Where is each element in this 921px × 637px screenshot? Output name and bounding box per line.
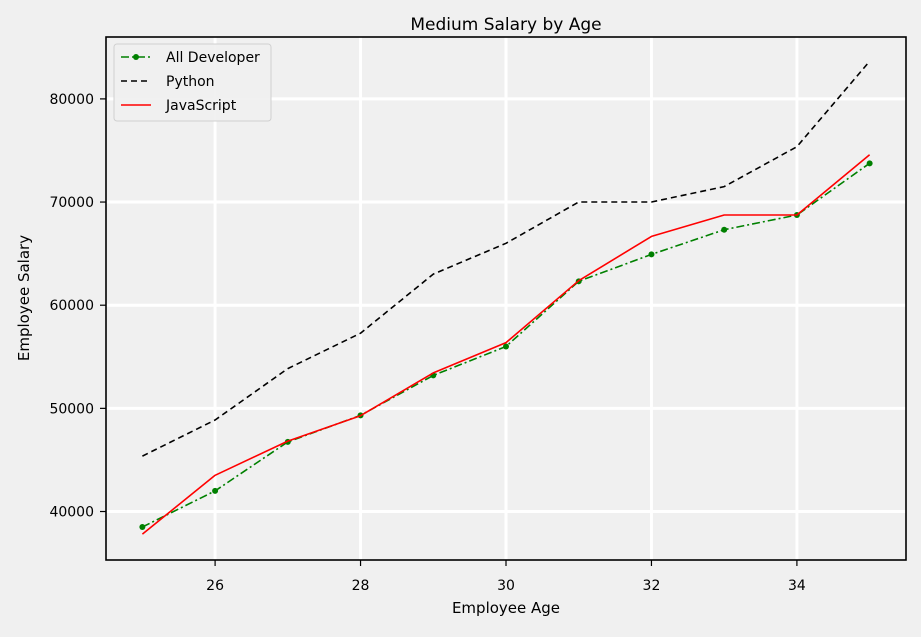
x-tick-label: 30 bbox=[497, 578, 515, 594]
data-point bbox=[648, 251, 655, 258]
x-tick-label: 28 bbox=[352, 578, 370, 594]
grid bbox=[106, 37, 906, 560]
x-axis-label: Employee Age bbox=[452, 599, 560, 617]
legend-label: All Developer bbox=[166, 50, 260, 66]
series-line-1 bbox=[142, 60, 871, 457]
data-point bbox=[503, 343, 509, 350]
x-tick-label: 26 bbox=[206, 578, 224, 594]
series-group bbox=[139, 60, 873, 535]
axis-ticks: 26 28 30 32 34 40000 50000 60000 70000 80000 bbox=[49, 92, 805, 594]
data-point bbox=[721, 226, 728, 233]
y-tick-label: 70000 bbox=[49, 195, 94, 211]
data-point bbox=[139, 524, 146, 531]
chart-title: Medium Salary by Age bbox=[410, 15, 601, 35]
y-axis-label: Employee Salary bbox=[15, 235, 33, 361]
x-tick-label: 34 bbox=[788, 578, 806, 594]
legend: All Developer Python JavaScript bbox=[113, 43, 272, 122]
y-tick-label: 80000 bbox=[49, 92, 94, 108]
data-point bbox=[212, 487, 219, 494]
data-point bbox=[866, 160, 873, 167]
y-tick-label: 40000 bbox=[49, 505, 94, 521]
y-tick-label: 50000 bbox=[49, 401, 94, 417]
legend-box bbox=[113, 43, 272, 122]
legend-label: JavaScript bbox=[165, 98, 237, 114]
series-line-2 bbox=[141, 154, 871, 535]
y-tick-label: 60000 bbox=[49, 298, 94, 314]
legend-label: Python bbox=[166, 74, 215, 90]
legend-marker bbox=[133, 54, 139, 60]
x-tick-label: 32 bbox=[643, 578, 661, 594]
